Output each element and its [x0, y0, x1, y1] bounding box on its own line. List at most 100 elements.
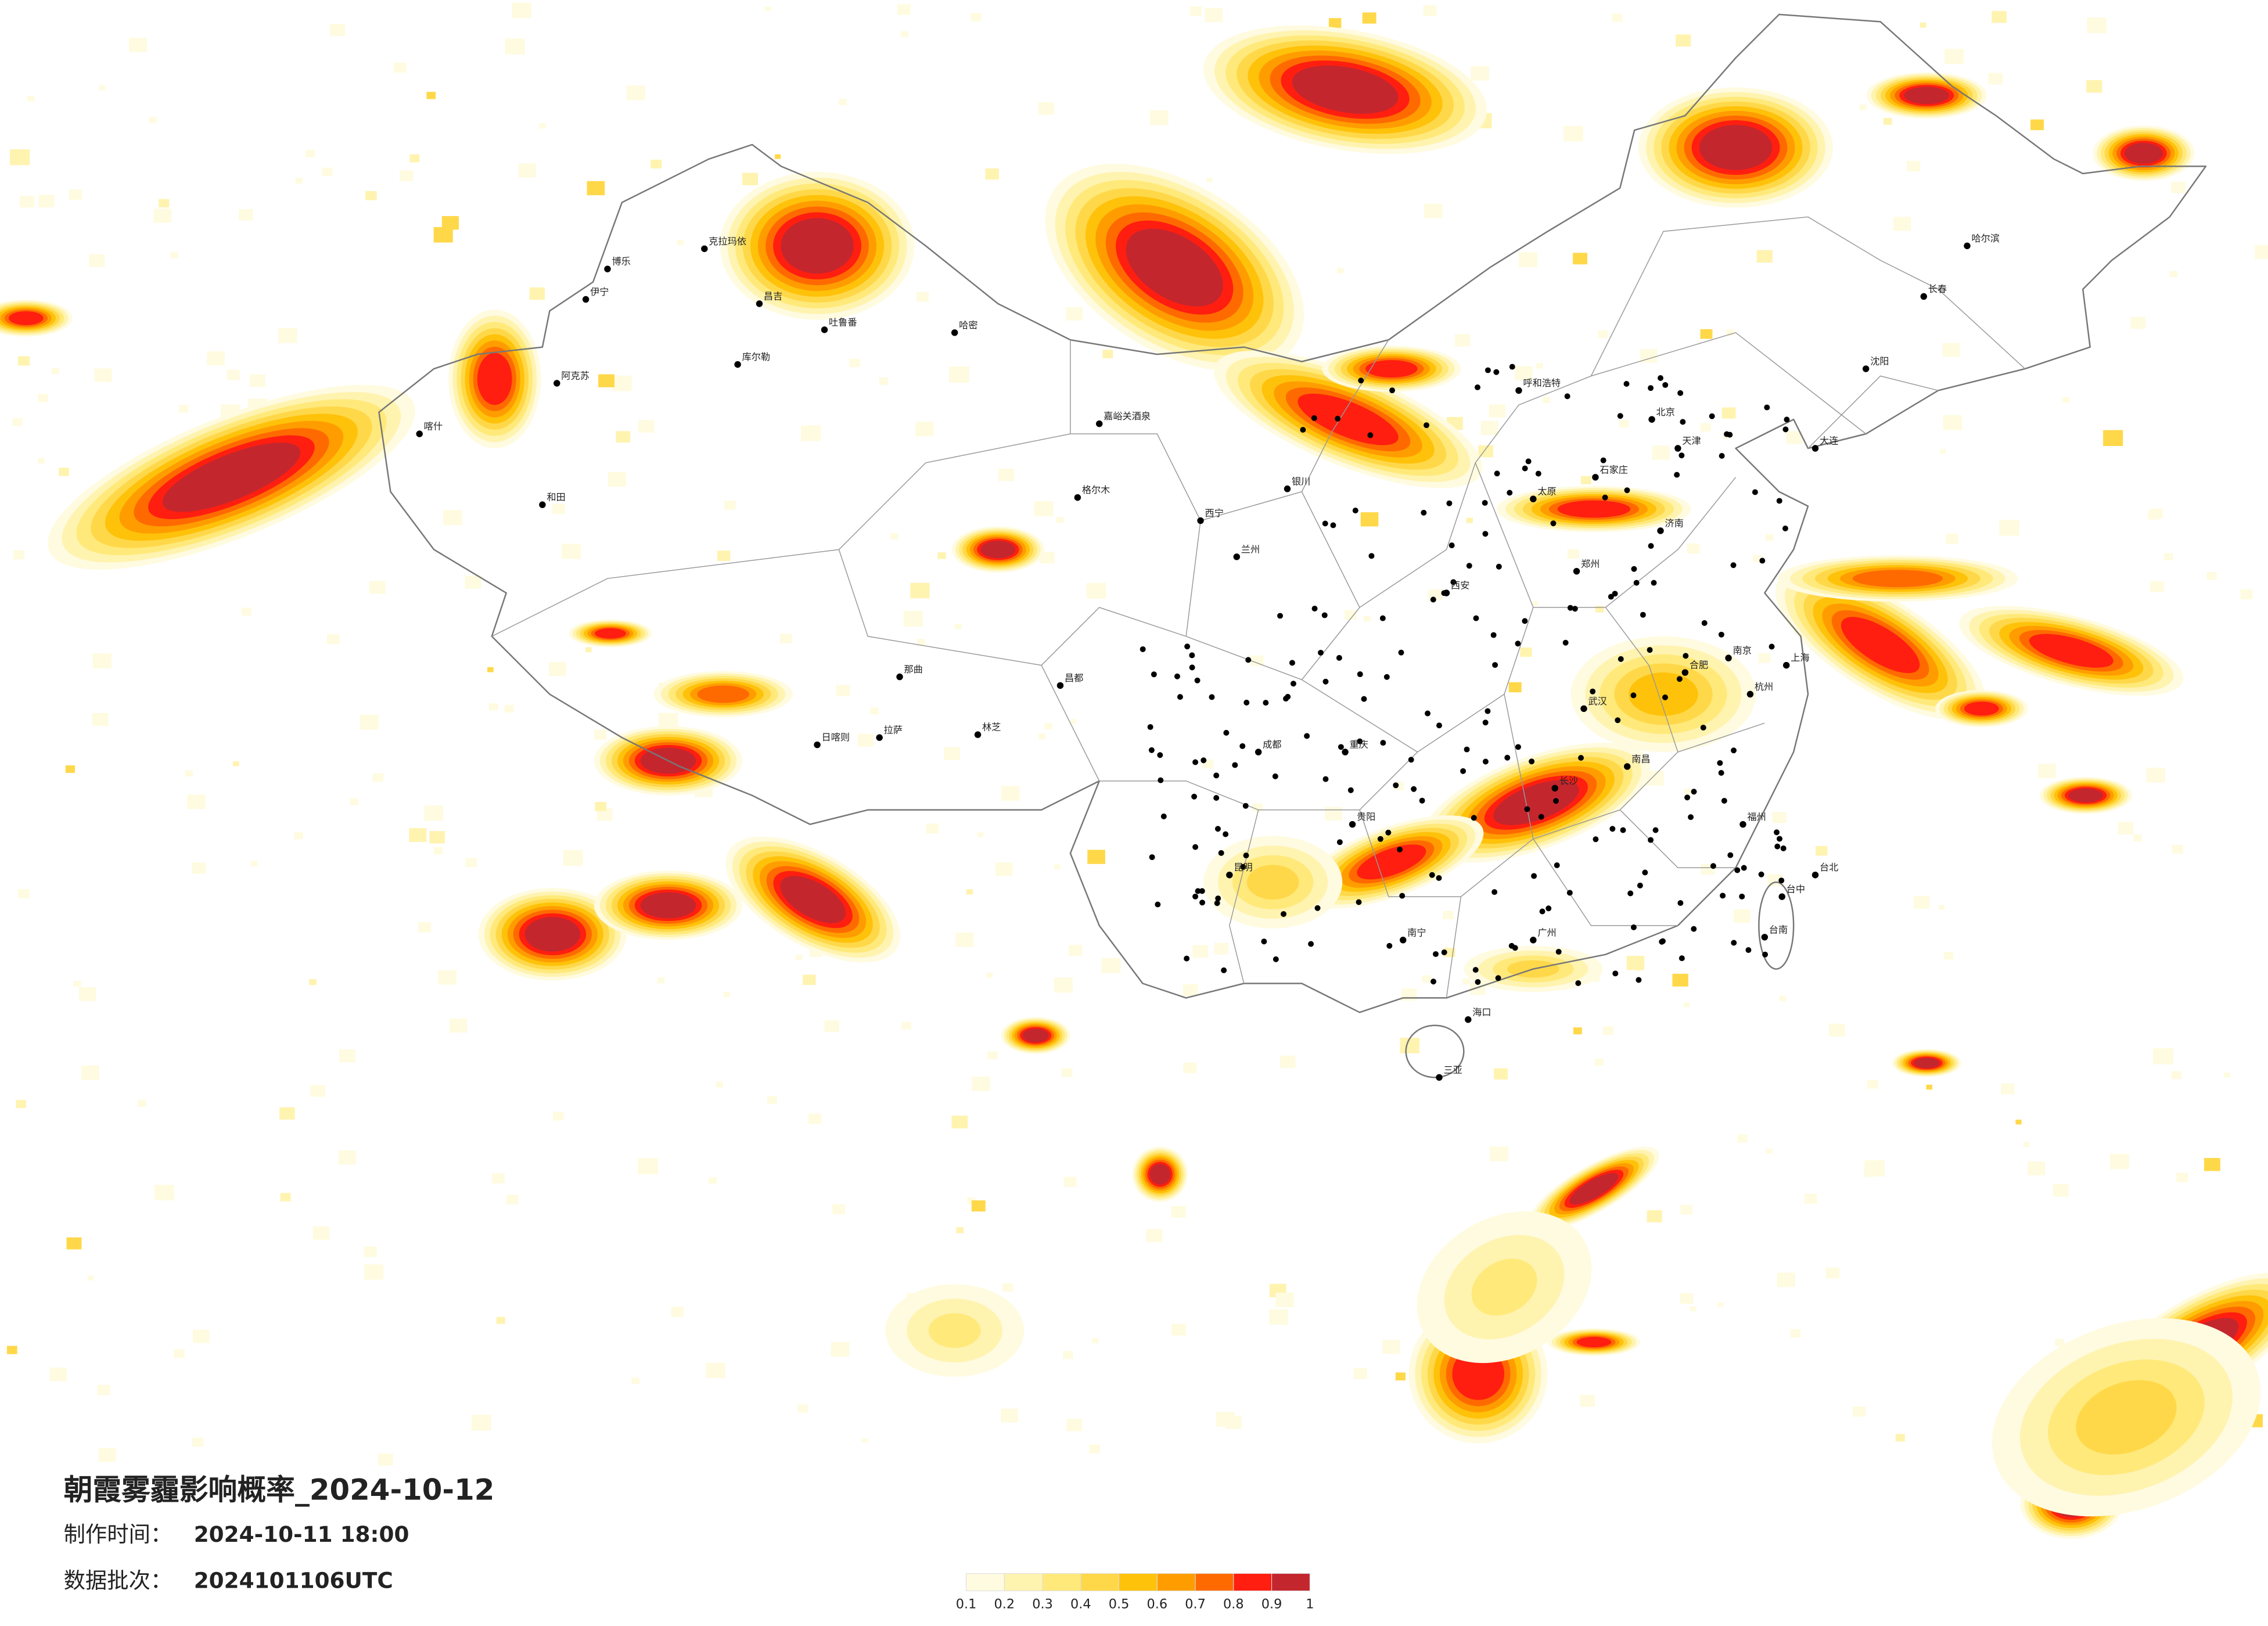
city-dot — [974, 731, 982, 738]
station-dot — [1336, 654, 1342, 661]
haze-cell — [1690, 1306, 1696, 1312]
station-dot — [1731, 940, 1737, 946]
city-label: 西安 — [1451, 580, 1469, 591]
haze-cell — [278, 328, 297, 343]
haze-cell — [1520, 647, 1532, 657]
haze-cell — [824, 1020, 840, 1033]
station-dot — [1361, 696, 1367, 702]
station-dot — [1739, 893, 1745, 900]
haze-cell — [322, 167, 333, 176]
haze-cell — [365, 190, 377, 200]
station-dot — [1446, 500, 1453, 506]
station-dot — [1148, 747, 1155, 753]
station-dot — [1273, 956, 1279, 962]
city-dot — [1197, 517, 1204, 524]
haze-cell — [2103, 430, 2123, 447]
city-dot — [416, 430, 423, 437]
station-dot — [1192, 844, 1199, 850]
haze-cell — [2206, 571, 2217, 580]
station-dot — [1223, 831, 1229, 837]
station-dot — [1239, 743, 1246, 749]
haze-cell — [1786, 431, 1803, 444]
city-label: 大连 — [1820, 436, 1838, 447]
haze-cell — [1938, 905, 1945, 910]
station-dot — [1189, 664, 1195, 671]
station-dot — [1425, 710, 1431, 717]
city-label: 成都 — [1263, 739, 1281, 750]
haze-cell — [966, 889, 973, 895]
haze-cell — [19, 196, 35, 208]
haze-cell — [518, 163, 536, 178]
station-dot — [1721, 797, 1727, 804]
station-dot — [1640, 611, 1646, 618]
station-dot — [1472, 967, 1479, 973]
station-dot — [1700, 724, 1706, 731]
haze-cell — [81, 1065, 99, 1080]
city-dot — [1443, 589, 1450, 596]
station-dot — [1335, 416, 1341, 422]
haze-patch — [1126, 228, 1223, 307]
haze-cell — [350, 798, 358, 805]
legend-swatch — [966, 1573, 1005, 1591]
haze-cell — [585, 647, 592, 653]
station-dot — [1209, 694, 1215, 700]
haze-cell — [78, 987, 96, 1001]
station-dot — [1199, 888, 1205, 894]
haze-cell — [2150, 581, 2164, 592]
haze-cell — [1462, 978, 1471, 985]
haze-cell — [38, 394, 48, 402]
haze-patch — [697, 685, 750, 703]
haze-cell — [890, 533, 898, 539]
station-dot — [1515, 641, 1521, 647]
haze-cell — [1619, 419, 1629, 428]
haze-cell — [1598, 330, 1608, 339]
station-dot — [1240, 864, 1246, 870]
station-dot — [1300, 427, 1306, 433]
station-dot — [1290, 681, 1296, 687]
station-dot — [1436, 722, 1442, 729]
city-label: 台北 — [1820, 862, 1838, 873]
haze-cell — [137, 1099, 146, 1107]
haze-cell — [1883, 118, 1892, 125]
station-dot — [1683, 653, 1689, 659]
station-dot — [1367, 432, 1374, 438]
haze-cell — [1040, 552, 1055, 564]
haze-cell — [1943, 415, 1963, 430]
station-dot — [1709, 413, 1715, 419]
haze-cell — [2164, 553, 2173, 560]
haze-cell — [1737, 1134, 1748, 1143]
station-dot — [1322, 678, 1329, 685]
haze-cell — [409, 154, 420, 163]
haze-cell — [879, 377, 889, 385]
station-dot — [1263, 700, 1269, 706]
haze-cell — [504, 704, 514, 713]
station-dot — [1419, 797, 1425, 804]
haze-cell — [937, 552, 946, 559]
station-dot — [1433, 951, 1439, 957]
haze-cell — [38, 458, 45, 464]
legend-tick-label: 0.4 — [1070, 1596, 1091, 1611]
haze-cell — [1765, 534, 1774, 541]
station-dot — [1272, 773, 1278, 779]
haze-cell — [596, 808, 613, 821]
haze-cell — [1480, 420, 1498, 436]
haze-cell — [1573, 1027, 1582, 1035]
station-dot — [1330, 522, 1336, 528]
station-dot — [1633, 580, 1640, 586]
haze-patch — [2076, 1380, 2177, 1455]
haze-cell — [409, 828, 427, 842]
city-label: 昌吉 — [764, 291, 782, 302]
haze-cell — [1345, 610, 1357, 620]
haze-cell — [51, 368, 59, 375]
city-label: 阿克苏 — [561, 370, 590, 381]
city-dot — [1782, 661, 1790, 669]
station-dot — [1492, 662, 1498, 668]
haze-cell — [400, 170, 414, 181]
haze-cell — [724, 501, 736, 510]
haze-cell — [1471, 66, 1489, 81]
haze-cell — [638, 420, 655, 433]
station-dot — [1564, 393, 1570, 400]
station-dot — [1718, 769, 1724, 776]
haze-cell — [1192, 945, 1209, 958]
